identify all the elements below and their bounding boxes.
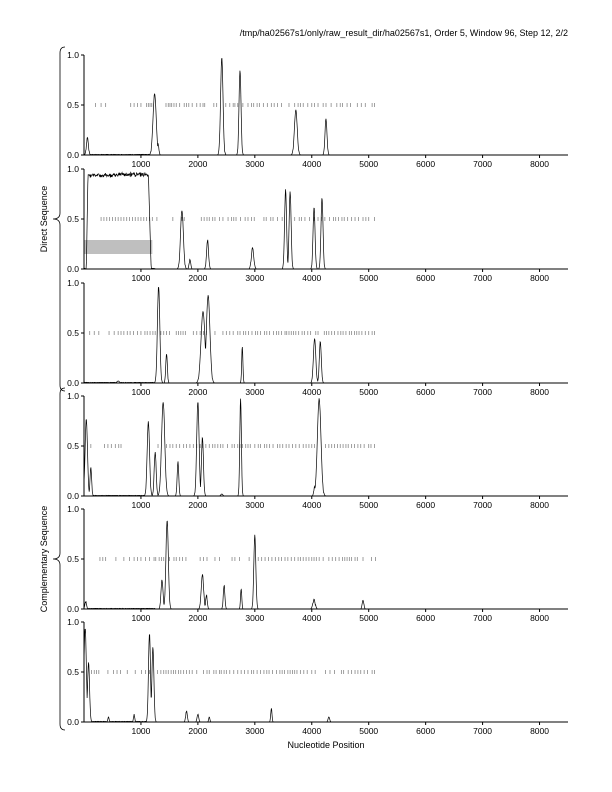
x-tick-label: 2000 [188,726,207,736]
x-tick-label: 3000 [245,500,264,510]
direct-sequence-label: Direct Sequence [39,186,49,253]
series-line [83,286,568,384]
x-tick-label: 5000 [359,726,378,736]
x-tick-label: 7000 [473,613,492,623]
y-tick-label: 1.0 [67,164,79,174]
x-tick-label: 6000 [416,613,435,623]
y-tick-label: 0.0 [67,717,79,727]
panel-5: 0.0 0.5 1.0 1000 2000 3000 4000 5000 6000 7000 800… [67,504,568,623]
y-tick-label: 0.5 [67,441,79,451]
panel-1: 0.0 0.5 1.0 1000 2000 3000 4000 5000 6000 7000 800… [67,50,568,169]
series-line [83,628,568,723]
x-tick-label: 1000 [131,387,150,397]
panel-6: 0.0 0.5 1.0 1000 2000 3000 4000 5000 6000 7000 800… [67,617,568,736]
x-tick-label: 5000 [359,613,378,623]
x-tick-label: 8000 [530,613,549,623]
x-tick-label: 5000 [359,387,378,397]
x-tick-label: 7000 [473,159,492,169]
x-tick-label: 1000 [131,273,150,283]
x-tick-label: 4000 [302,500,321,510]
x-tick-label: 1000 [131,726,150,736]
panels: 0.0 0.5 1.0 1000 2000 3000 4000 5000 6000 7000 800… [67,50,568,736]
x-tick-label: 8000 [530,273,549,283]
x-tick-label: 3000 [245,159,264,169]
x-tick-label: 1000 [131,159,150,169]
y-tick-label: 0.5 [67,100,79,110]
x-tick-label: 2000 [188,500,207,510]
y-tick-label: 1.0 [67,278,79,288]
highlight-block [84,240,153,254]
panel-2: 0.0 0.5 1.0 1000 2000 3000 4000 5000 6000 7000 800… [67,164,568,283]
x-tick-label: 1000 [131,500,150,510]
x-tick-label: 2000 [188,613,207,623]
y-tick-label: 0.0 [67,491,79,501]
x-tick-label: 6000 [416,273,435,283]
x-tick-label: 2000 [188,159,207,169]
complementary-sequence-label: Complementary Sequence [39,506,49,613]
y-tick-label: 0.5 [67,328,79,338]
group-brackets: Direct Sequence Complementary Sequence [39,46,66,731]
x-tick-label: 5000 [359,500,378,510]
x-tick-label: 7000 [473,500,492,510]
y-tick-label: 0.0 [67,150,79,160]
y-tick-label: 1.0 [67,50,79,60]
panel-3: 0.0 0.5 1.0 1000 2000 3000 4000 5000 6000 7000 800… [67,278,568,397]
y-tick-label: 0.5 [67,667,79,677]
x-axis-label: Nucleotide Position [287,740,364,750]
x-tick-label: 8000 [530,500,549,510]
x-tick-label: 2000 [188,387,207,397]
x-tick-label: 3000 [245,726,264,736]
x-tick-label: 8000 [530,726,549,736]
x-tick-label: 3000 [245,273,264,283]
x-tick-label: 7000 [473,273,492,283]
y-tick-label: 0.0 [67,604,79,614]
x-tick-label: 6000 [416,387,435,397]
x-tick-label: 4000 [302,387,321,397]
y-tick-label: 0.0 [67,378,79,388]
x-tick-label: 6000 [416,500,435,510]
chart-title: /tmp/ha02567s1/only/raw_result_dir/ha025… [240,28,568,38]
direct-sequence-brace [52,46,66,392]
x-tick-label: 5000 [359,159,378,169]
x-tick-label: 4000 [302,159,321,169]
x-tick-label: 4000 [302,726,321,736]
y-tick-label: 1.0 [67,504,79,514]
x-tick-label: 6000 [416,159,435,169]
x-tick-label: 7000 [473,726,492,736]
panel-4: 0.0 0.5 1.0 1000 2000 3000 4000 5000 6000 7000 800… [67,391,568,510]
x-tick-label: 4000 [302,613,321,623]
y-tick-label: 1.0 [67,617,79,627]
x-tick-label: 8000 [530,387,549,397]
series-line [83,398,568,497]
x-tick-label: 5000 [359,273,378,283]
x-tick-label: 3000 [245,387,264,397]
x-tick-label: 1000 [131,613,150,623]
series-line [83,520,568,610]
x-tick-label: 6000 [416,726,435,736]
complementary-sequence-brace [52,387,66,731]
x-tick-label: 4000 [302,273,321,283]
x-tick-label: 7000 [473,387,492,397]
x-tick-label: 3000 [245,613,264,623]
y-tick-label: 1.0 [67,391,79,401]
x-tick-label: 8000 [530,159,549,169]
y-tick-label: 0.0 [67,264,79,274]
y-tick-label: 0.5 [67,214,79,224]
y-tick-label: 0.5 [67,554,79,564]
x-tick-label: 2000 [188,273,207,283]
